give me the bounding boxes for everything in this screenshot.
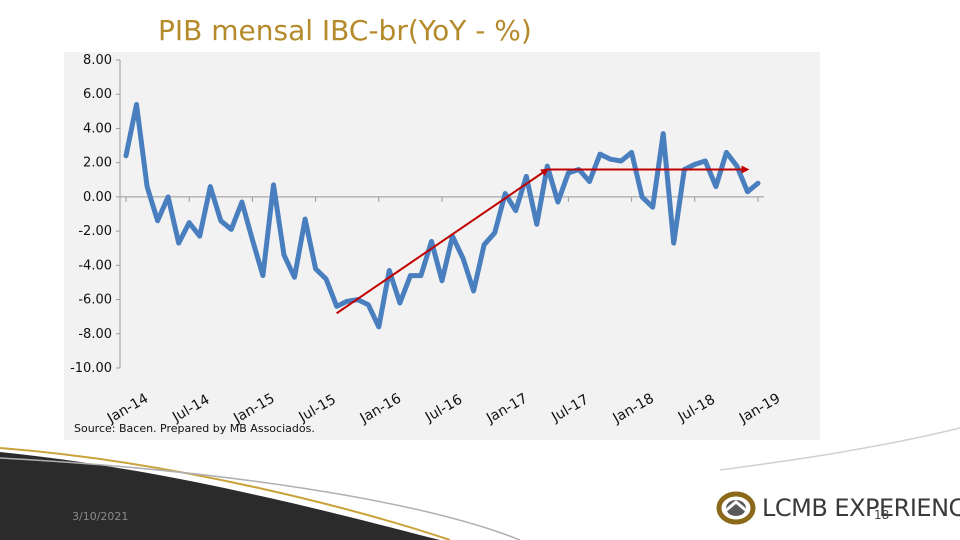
y-tick-label: -4.00	[78, 258, 112, 273]
y-tick-label: -6.00	[78, 293, 112, 308]
series-layer	[123, 102, 761, 330]
x-tick-label: Jan-19	[736, 390, 783, 427]
x-tick-label: Jul-16	[422, 392, 465, 426]
footer-dark-band	[0, 452, 440, 540]
x-tick-label: Jul-14	[169, 392, 212, 426]
x-tick-label: Jul-15	[296, 392, 339, 426]
y-tick-label: -2.00	[78, 224, 112, 239]
x-tick-label: Jan-18	[609, 390, 656, 427]
y-tick-label: -10.00	[70, 361, 112, 376]
chart-panel: 8.00 6.00 4.00 2.00 0.00 -2.00 -4.00 -6.00 -8.00…	[64, 52, 820, 440]
x-tick-label: Jan-17	[483, 390, 530, 427]
y-tick-label: 0.00	[83, 190, 112, 205]
y-tick-label: 2.00	[83, 156, 112, 171]
x-tick-label: Jan-16	[357, 390, 404, 427]
y-tick-label: 8.00	[83, 53, 112, 68]
logo-text: LCMB EXPERIENCE	[762, 494, 960, 522]
chart-source: Source: Bacen. Prepared by MB Associados…	[74, 422, 315, 435]
company-logo: LCMB EXPERIENCE	[716, 486, 960, 530]
y-tick-label: -8.00	[78, 327, 112, 342]
footer-gold-curve	[0, 447, 451, 540]
x-tick-label: Jul-17	[548, 392, 591, 426]
footer-gray-curve	[0, 457, 521, 540]
series-line	[123, 102, 761, 330]
trend-layer	[336, 165, 750, 315]
y-axis: 8.00 6.00 4.00 2.00 0.00 -2.00 -4.00 -6.00 -8.00…	[70, 53, 121, 376]
x-tick-label: Jul-18	[675, 392, 718, 426]
y-tick-label: 4.00	[83, 121, 112, 136]
y-tick-label: 6.00	[83, 87, 112, 102]
x-axis: Jan-14 Jul-14 Jan-15 Jul-15 Jan-16 Jul-16 Jan-…	[104, 196, 783, 427]
slide-title: PIB mensal IBC-br(YoY - %)	[158, 14, 532, 47]
footer-date: 3/10/2021	[72, 510, 129, 523]
trend-arrow	[336, 168, 549, 315]
page-number: 18	[874, 508, 890, 522]
ibc-br-line-chart: 8.00 6.00 4.00 2.00 0.00 -2.00 -4.00 -6.00 -8.00…	[70, 53, 783, 427]
logo-emblem-icon	[716, 491, 756, 525]
